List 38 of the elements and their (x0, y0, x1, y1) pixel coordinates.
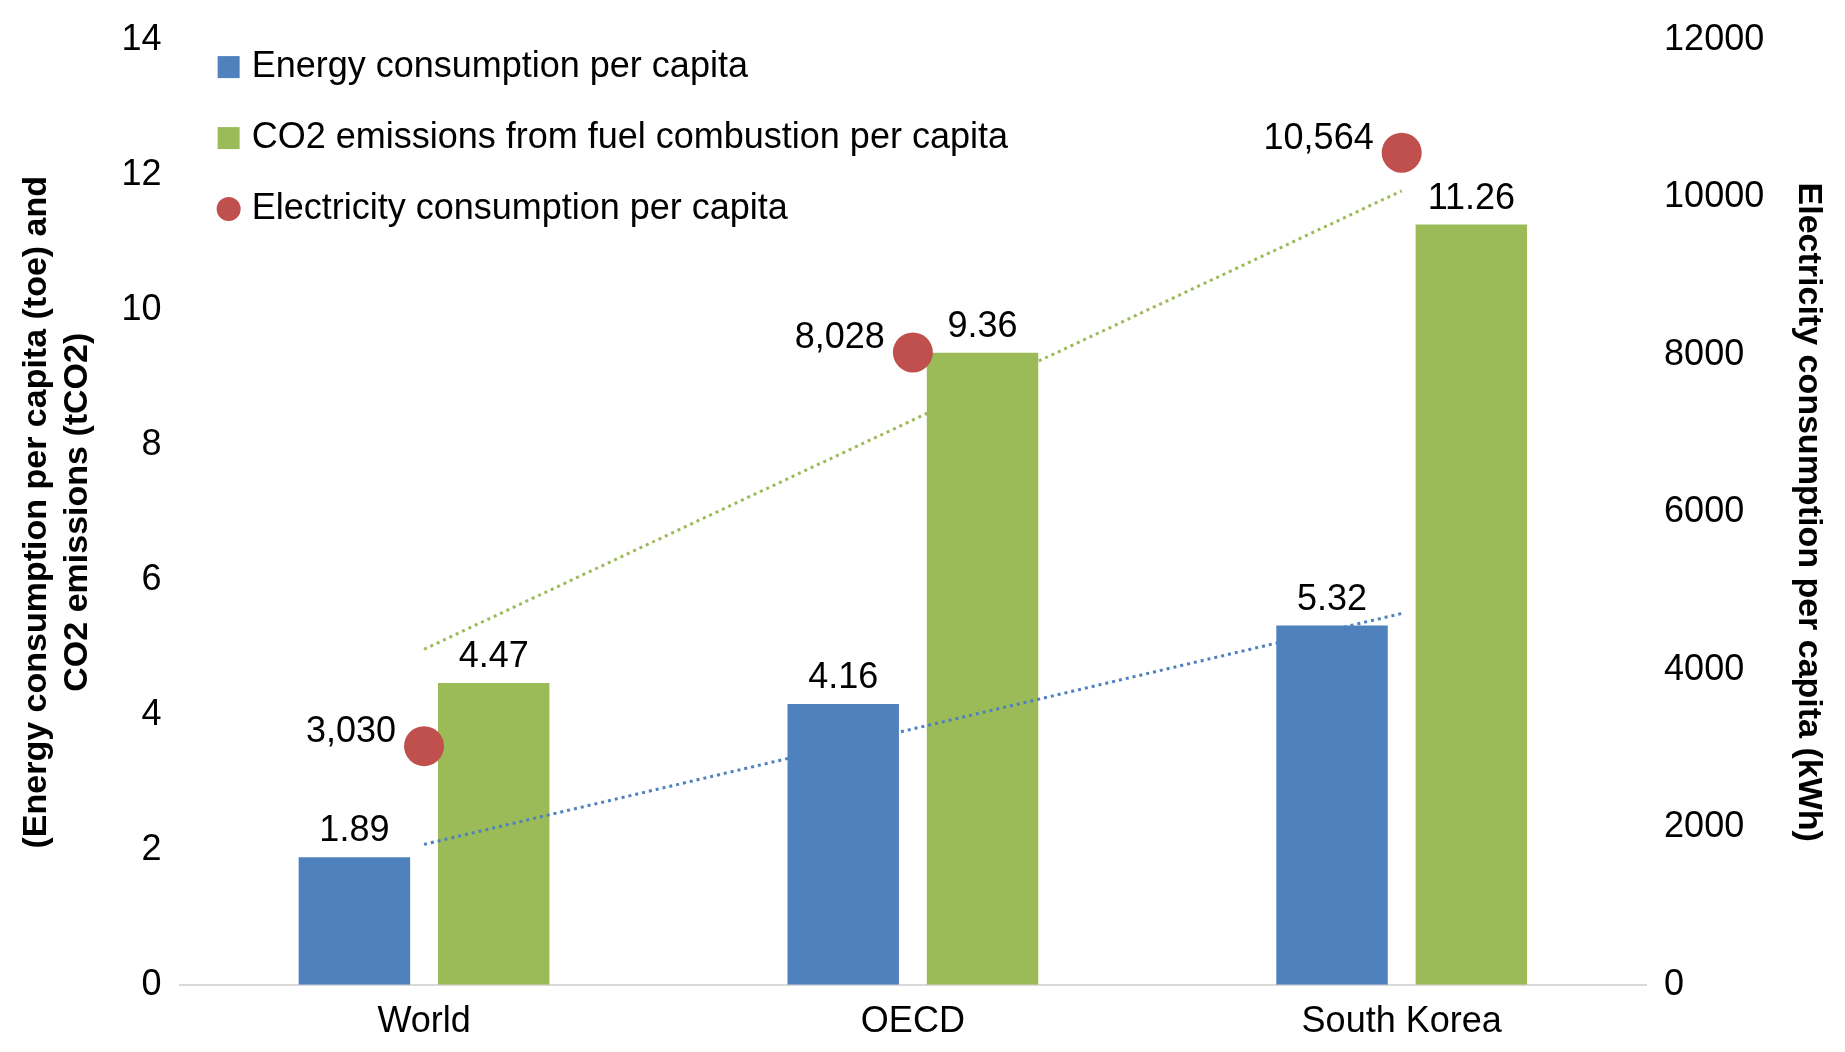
y-tick-label: 4 (141, 691, 162, 733)
data-label: 9.36 (947, 303, 1018, 345)
bar (1415, 224, 1528, 985)
y2-tick-label: 10000 (1664, 174, 1765, 216)
y2-axis-title: Electricity consumption per capita (kWh) (1792, 182, 1831, 842)
y-axis-title: (Energy consumption per capita (toe) and CO2 emissions (tCO2) (14, 175, 94, 849)
bar (298, 857, 411, 985)
y2-tick-label: 6000 (1664, 489, 1745, 531)
data-label: 1.89 (319, 808, 390, 850)
x-tick-label: World (377, 999, 471, 1041)
y-tick-label: 8 (141, 421, 162, 463)
legend-label: Electricity consumption per capita (251, 186, 789, 228)
legend-label: CO2 emissions from fuel combustion per capita (251, 115, 1009, 157)
bar (437, 683, 550, 985)
x-tick-label: South Korea (1301, 999, 1503, 1041)
y2-tick-label: 4000 (1664, 646, 1745, 688)
point (404, 726, 445, 767)
data-label: 11.26 (1427, 175, 1516, 217)
x-tick-label: OECD (860, 999, 965, 1041)
y-tick-label: 6 (141, 556, 162, 598)
y2-tick-label: 12000 (1664, 16, 1765, 58)
y-tick-label: 10 (121, 286, 162, 328)
y2-tick-label: 0 (1664, 961, 1685, 1003)
y-tick-label: 14 (121, 16, 162, 58)
legend-label: Energy consumption per capita (251, 44, 749, 86)
data-label: 4.47 (458, 633, 529, 675)
point (892, 332, 933, 373)
data-label: 10,564 (1263, 115, 1374, 157)
data-label: 4.16 (808, 654, 879, 696)
y-tick-label: 12 (121, 151, 162, 193)
data-label: 3,030 (305, 709, 397, 751)
point (1381, 132, 1422, 173)
y-tick-label: 2 (141, 826, 162, 868)
y2-tick-label: 2000 (1664, 804, 1745, 846)
data-label: 8,028 (794, 315, 885, 357)
y2-tick-label: 8000 (1664, 331, 1745, 373)
data-label: 5.32 (1296, 576, 1368, 618)
y-tick-label: 0 (141, 961, 162, 1003)
